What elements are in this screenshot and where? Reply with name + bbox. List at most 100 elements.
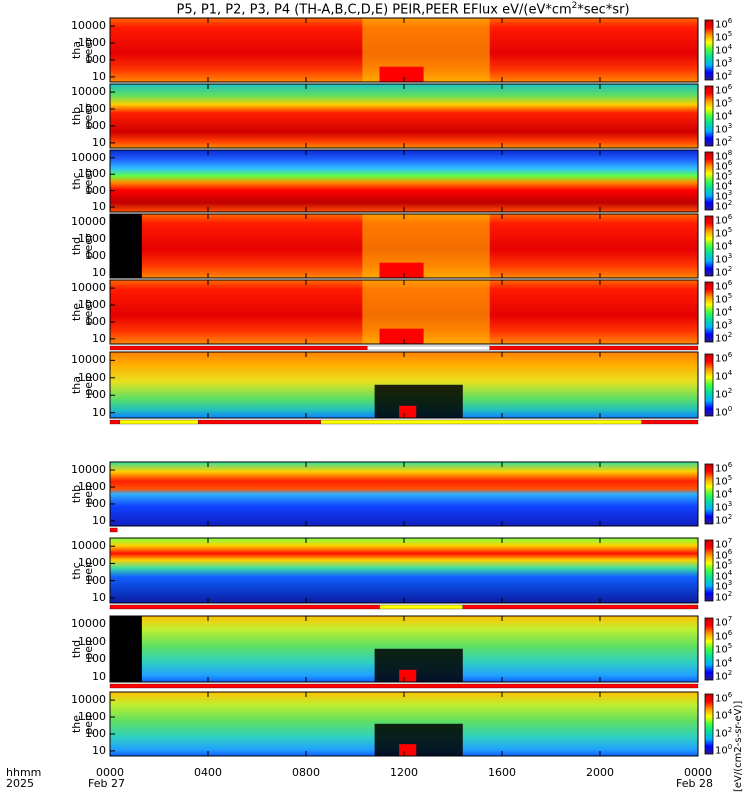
colorbar-tick-label: 104 [715, 109, 733, 123]
panel-label-thb-peer: thb peer [70, 101, 95, 131]
ytick-label: 10 [92, 669, 106, 683]
panel-thb-peer [109, 83, 714, 149]
colorbar-tick-label: 103 [715, 56, 733, 70]
feature-lowenergy-tha-peer [379, 66, 424, 82]
spectrogram-thc-peir [110, 538, 698, 603]
colorbar-tick-label: 106 [715, 461, 733, 475]
ytick-label: 10000 [71, 215, 106, 229]
colorbar-tick-label: 108 [715, 149, 733, 163]
quality-flag-red [109, 419, 120, 425]
feature-gap-tha-peir [374, 384, 463, 418]
ytick-label: 1000 [78, 298, 106, 312]
quality-flag-red [109, 683, 699, 689]
ytick-label: 10000 [71, 463, 106, 477]
ytick-label: 100 [85, 52, 106, 66]
colorbar-thd-peir [704, 617, 714, 681]
ytick-label: 10000 [71, 353, 106, 367]
panel-label-the-peir: the peir [70, 709, 95, 739]
colorbar-tick-label: 107 [715, 615, 733, 629]
ytick-label: 10000 [71, 693, 106, 707]
panel-label-the-peer: the peer [70, 297, 95, 327]
colorbar-tick-label: 106 [715, 159, 733, 173]
colorbar-thc-peer [704, 151, 714, 211]
xtick-label: 0000 [684, 766, 712, 779]
panel-tha-peir [109, 351, 714, 425]
feature-nodata-thd-peer [110, 214, 142, 278]
ytick-label: 100 [85, 388, 106, 402]
ytick-label: 100 [85, 573, 106, 587]
ytick-label: 1000 [78, 556, 106, 570]
panel-label-line2: peer [82, 37, 95, 63]
feature-core-the-peir [399, 744, 417, 756]
feature-gap-the-peir [374, 723, 463, 756]
x-axis-label-line2: 2025 [6, 777, 34, 790]
quality-flag-yellow [320, 419, 642, 425]
xtick-label: 0000 [96, 766, 124, 779]
ytick-label: 1000 [78, 480, 106, 494]
panel-thd-peir [109, 615, 714, 689]
quality-flag-red [198, 419, 321, 425]
ytick-label: 10000 [71, 19, 106, 33]
feature-core-tha-peir [399, 405, 417, 418]
colorbar-tick-label: 105 [715, 96, 733, 110]
ytick-label: 100 [85, 248, 106, 262]
colorbar-tick-label: 102 [715, 387, 733, 401]
feature-lowenergy-thd-peer [379, 262, 424, 278]
panel-the-peir [109, 691, 714, 757]
colorbar-unit-label: [eV/(cm2-s-sr-eV)] [733, 700, 744, 792]
panel-label-line2: peer [82, 233, 95, 259]
xtick-label: 2000 [586, 766, 614, 779]
colorbar-thb-peir [704, 463, 714, 525]
ytick-label: 1000 [78, 710, 106, 724]
colorbar-tick-label: 106 [715, 83, 733, 97]
colorbar-tick-label: 104 [715, 239, 733, 253]
colorbar-tick-label: 103 [715, 189, 733, 203]
ytick-label: 10 [92, 331, 106, 345]
colorbar-tick-label: 103 [715, 500, 733, 514]
colorbar-tick-label: 107 [715, 537, 733, 551]
panel-label-line2: peer [82, 168, 95, 194]
x-axis-label-line1: hhmm [6, 766, 42, 779]
ytick-label: 1000 [78, 232, 106, 246]
ytick-label: 100 [85, 314, 106, 328]
x-date-sublabel-end: Feb 28 [676, 777, 713, 790]
chart-title: P5, P1, P2, P3, P4 (TH-A,B,C,D,E) PEIR,P… [176, 1, 630, 18]
colorbar-thd-peer [704, 215, 714, 277]
colorbar-tick-label: 102 [715, 265, 733, 279]
colorbar-tick-label: 104 [715, 655, 733, 669]
ytick-label: 10000 [71, 539, 106, 553]
colorbar-tick-label: 102 [715, 199, 733, 213]
ytick-label: 1000 [78, 36, 106, 50]
panel-the-peer [109, 279, 714, 351]
colorbar-tick-label: 105 [715, 226, 733, 240]
ytick-label: 1000 [78, 102, 106, 116]
xtick-label: 1200 [390, 766, 418, 779]
panel-label-line2: peir [82, 483, 95, 505]
colorbar-tick-label: 102 [715, 331, 733, 345]
colorbar-tick-label: 105 [715, 558, 733, 572]
ytick-label: 100 [85, 118, 106, 132]
colorbar-thc-peir [704, 539, 714, 602]
quality-flag-red [641, 419, 699, 425]
ytick-label: 10 [92, 743, 106, 757]
ytick-label: 10 [92, 135, 106, 149]
colorbar-tick-label: 103 [715, 579, 733, 593]
quality-flag-red [489, 345, 699, 351]
colorbar-tick-label: 106 [715, 547, 733, 561]
quality-flag-yellow [119, 419, 199, 425]
panel-label-thb-peir: thb peir [70, 479, 95, 509]
ytick-label: 1000 [78, 167, 106, 181]
ytick-label: 100 [85, 726, 106, 740]
panel-label-thd-peir: thd peir [70, 634, 95, 664]
quality-flag-red [109, 527, 118, 533]
panel-thd-peer [109, 213, 714, 279]
colorbar-tick-label: 105 [715, 474, 733, 488]
colorbar-thb-peer [704, 85, 714, 147]
quality-flag-red [462, 604, 699, 610]
colorbar-the-peir [704, 693, 714, 755]
ytick-label: 10000 [71, 617, 106, 631]
panel-label-line2: peer [82, 299, 95, 325]
colorbar-tick-label: 104 [715, 568, 733, 583]
